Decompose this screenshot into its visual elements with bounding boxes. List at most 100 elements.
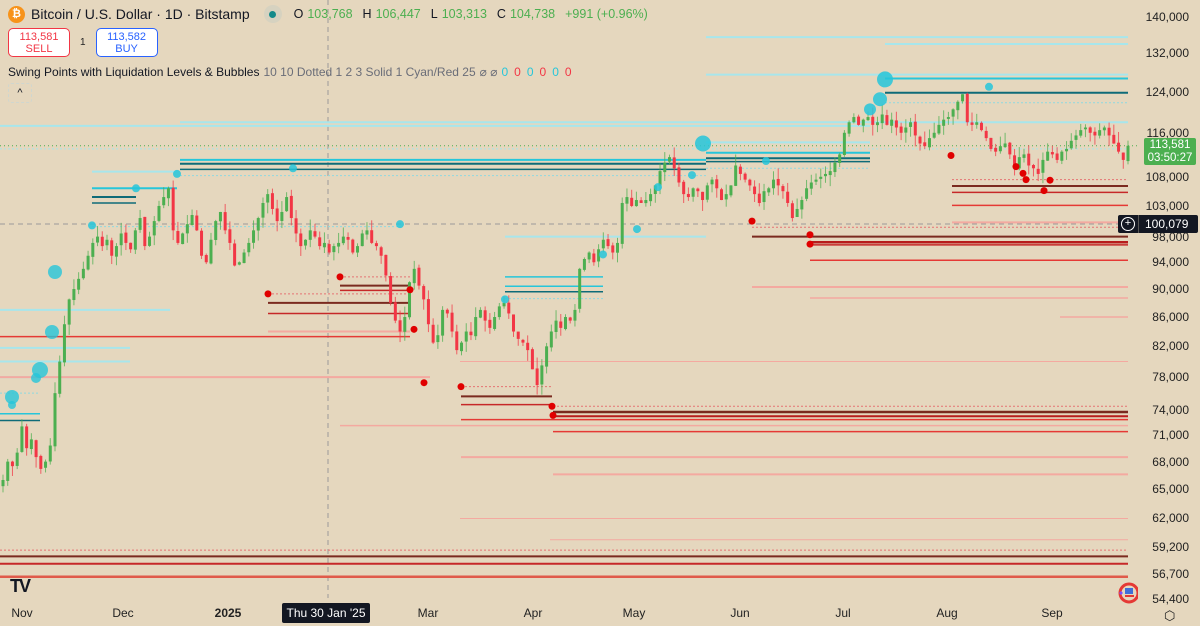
- time-tick: Mar: [417, 606, 439, 620]
- candle-body: [781, 186, 785, 192]
- candle-body: [1117, 142, 1121, 152]
- buy-button[interactable]: 113,582 BUY: [95, 28, 158, 57]
- candle-body: [899, 126, 903, 133]
- candle-body: [909, 122, 913, 127]
- candle-body: [682, 181, 686, 195]
- candle-body: [838, 154, 842, 163]
- time-tick: May: [622, 606, 646, 620]
- candle-body: [582, 258, 586, 270]
- candle-body: [460, 342, 464, 352]
- us-flag-economic-event-icon[interactable]: [1116, 582, 1138, 604]
- candle-body: [162, 197, 166, 206]
- candle-body: [989, 137, 993, 149]
- candle-body: [209, 239, 213, 264]
- candle-body: [185, 224, 189, 234]
- candle-body: [398, 320, 402, 332]
- symbol-title[interactable]: Bitcoin / U.S. Dollar · 1D · Bitstamp: [31, 6, 250, 22]
- candle-body: [1050, 152, 1054, 155]
- time-tick: Jul: [835, 606, 851, 620]
- add-alert-button[interactable]: +: [1118, 215, 1139, 233]
- price-tick: 59,200: [1152, 539, 1189, 554]
- candle-body: [62, 324, 66, 363]
- candle-body: [157, 205, 161, 221]
- candle-body: [885, 115, 889, 125]
- candle-body: [979, 122, 983, 131]
- candle-body: [597, 249, 601, 262]
- candle-body: [790, 203, 794, 219]
- swing-low-bubble: [457, 383, 465, 391]
- candle-body: [493, 317, 497, 329]
- candle-body: [521, 339, 525, 343]
- indicator-legend[interactable]: Swing Points with Liquidation Levels & B…: [8, 65, 572, 79]
- crosshair-price-value: 100,079: [1145, 217, 1189, 231]
- swing-low-bubble: [548, 402, 556, 410]
- candle-body: [956, 101, 960, 111]
- swing-high-bubble: [873, 92, 887, 107]
- candle-body: [408, 282, 412, 318]
- candle-body: [322, 242, 326, 248]
- candle-body: [166, 188, 170, 199]
- candle-body: [568, 317, 572, 321]
- candle-body: [214, 221, 218, 240]
- candle-body: [526, 342, 530, 351]
- candle-body: [1055, 153, 1059, 160]
- swing-low-bubble: [947, 151, 955, 159]
- candle-body: [1003, 143, 1007, 148]
- tradingview-logo[interactable]: TV: [10, 576, 31, 596]
- candle-body: [280, 211, 284, 221]
- candle-body: [327, 244, 331, 253]
- candle-body: [946, 117, 950, 119]
- liquidation-bubble: [45, 325, 59, 339]
- candle-body: [644, 200, 648, 204]
- liquidation-bubble: [48, 265, 62, 279]
- swing-high-bubble: [695, 135, 711, 152]
- candle-body: [133, 230, 137, 250]
- candle-body: [757, 193, 761, 203]
- swing-high-bubble: [132, 184, 140, 193]
- candle-body: [705, 185, 709, 200]
- candle-body: [110, 240, 114, 256]
- price-axis[interactable]: 140,000 132,000 124,000 116,000 108,000 103,0…: [1140, 0, 1200, 626]
- candle-body: [890, 119, 894, 126]
- candle-body: [748, 179, 752, 186]
- candle-body: [819, 176, 823, 179]
- candle-body: [965, 93, 969, 123]
- candle-body: [923, 142, 927, 147]
- candle-body: [152, 221, 156, 236]
- candle-body: [786, 191, 790, 203]
- candle-body: [615, 242, 619, 253]
- candle-body: [100, 236, 104, 247]
- candle-body: [356, 246, 360, 253]
- candle-body: [630, 197, 634, 206]
- chart-settings-icon[interactable]: ⬡: [1164, 608, 1176, 623]
- indicator-name[interactable]: Swing Points with Liquidation Levels & B…: [8, 65, 260, 79]
- bar-countdown: 03:50:27: [1147, 152, 1193, 164]
- time-tick: Sep: [1041, 606, 1063, 620]
- low-key: L: [430, 7, 438, 21]
- candle-body: [1079, 130, 1083, 136]
- candle-body: [360, 233, 364, 247]
- candle-body: [894, 120, 898, 128]
- candle-body: [578, 268, 582, 309]
- candle-body: [171, 187, 175, 231]
- indicator-value: 0: [564, 65, 572, 79]
- candle-body: [341, 236, 345, 244]
- sell-button[interactable]: 113,581 SELL: [8, 28, 70, 57]
- time-axis[interactable]: Nov Dec 2025 Mar Apr May Jun Jul Aug Sep: [0, 598, 1140, 626]
- candle-body: [114, 246, 118, 257]
- candle-body: [984, 130, 988, 139]
- candle-body: [105, 239, 109, 246]
- candle-body: [384, 254, 388, 276]
- candle-body: [1083, 127, 1087, 130]
- liquidation-bubble: [8, 401, 16, 409]
- candle-body: [431, 324, 435, 343]
- chevron-up-icon: ^: [17, 87, 23, 99]
- collapse-legend-button[interactable]: ^: [8, 83, 32, 103]
- candle-body: [592, 253, 596, 263]
- price-chart[interactable]: [0, 0, 1140, 598]
- candle-body: [497, 306, 501, 318]
- candle-body: [564, 317, 567, 330]
- candle-body: [15, 452, 19, 466]
- price-tick: 82,000: [1152, 339, 1189, 354]
- market-status-icon[interactable]: [263, 5, 282, 23]
